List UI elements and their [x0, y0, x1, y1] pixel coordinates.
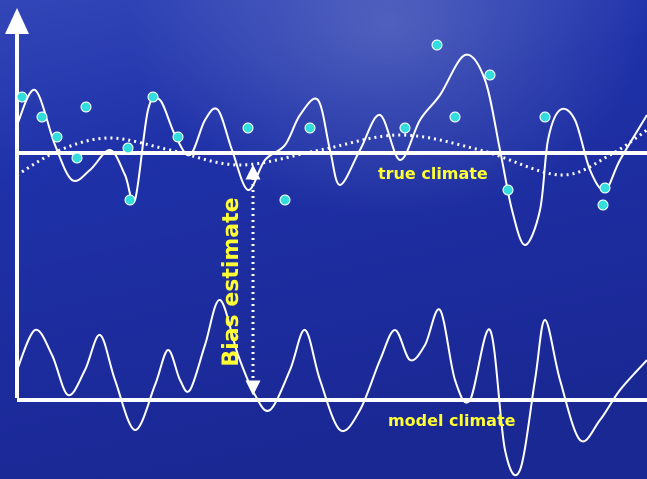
observation-dot: [148, 92, 158, 102]
observation-dot: [450, 112, 460, 122]
model-climate-label: model climate: [388, 411, 516, 430]
observation-dot: [125, 195, 135, 205]
observation-dot: [81, 102, 91, 112]
true-climate-label: true climate: [378, 164, 488, 183]
observation-dot: [173, 132, 183, 142]
observation-dot: [503, 185, 513, 195]
bias-label: Bias estimate: [219, 197, 244, 366]
observation-dot: [17, 92, 27, 102]
page: true climate model climate Bias estimate…: [0, 0, 647, 479]
observation-dot: [598, 200, 608, 210]
diagram: true climate model climate Bias estimate: [0, 0, 647, 479]
observation-dot: [305, 123, 315, 133]
observation-dot: [52, 132, 62, 142]
observation-dot: [485, 70, 495, 80]
observation-dot: [432, 40, 442, 50]
observation-dot: [123, 143, 133, 153]
observation-dot: [243, 123, 253, 133]
observation-dot: [280, 195, 290, 205]
observation-dot: [600, 183, 610, 193]
observation-dot: [400, 123, 410, 133]
observation-dot: [37, 112, 47, 122]
haze: [0, 0, 647, 479]
observation-dot: [72, 153, 82, 163]
observation-dot: [540, 112, 550, 122]
